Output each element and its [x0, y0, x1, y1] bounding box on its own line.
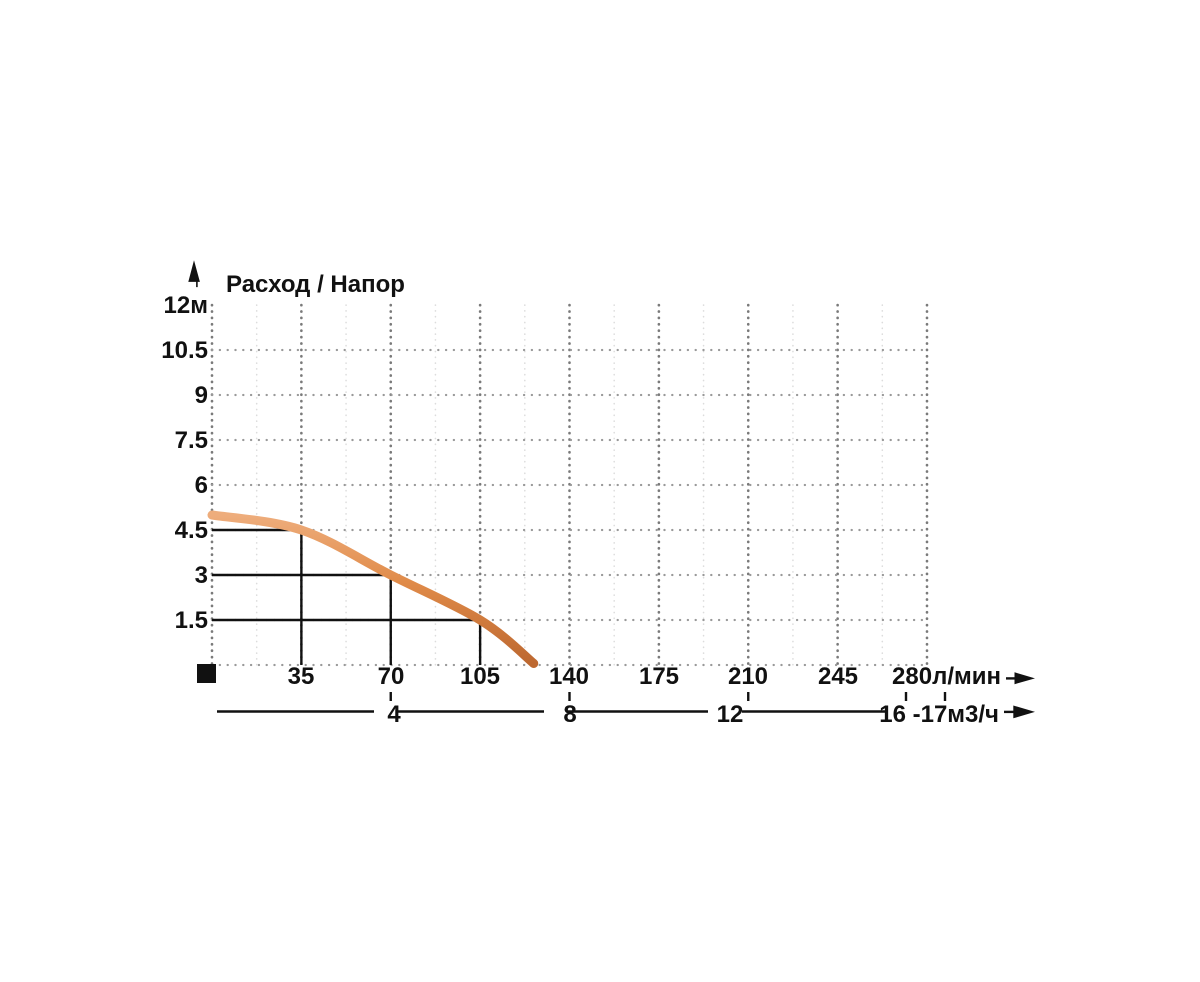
- svg-text:105: 105: [460, 663, 500, 690]
- svg-text:6: 6: [195, 472, 208, 499]
- svg-text:12: 12: [717, 701, 744, 728]
- svg-text:245: 245: [818, 663, 858, 690]
- svg-text:8: 8: [563, 701, 576, 728]
- svg-text:3: 3: [195, 562, 208, 589]
- svg-text:4: 4: [387, 701, 401, 728]
- svg-text:175: 175: [639, 663, 679, 690]
- svg-text:7.5: 7.5: [175, 427, 208, 454]
- svg-text:70: 70: [378, 663, 405, 690]
- svg-text:140: 140: [549, 663, 589, 690]
- svg-text:12м: 12м: [164, 292, 208, 319]
- svg-text:Расход / Напор: Расход / Напор: [226, 271, 405, 298]
- svg-text:16 -17м3/ч: 16 -17м3/ч: [879, 701, 999, 728]
- svg-text:4.5: 4.5: [175, 517, 208, 544]
- svg-text:9: 9: [195, 382, 208, 409]
- svg-text:210: 210: [728, 663, 768, 690]
- svg-text:35: 35: [288, 663, 315, 690]
- svg-text:280л/мин: 280л/мин: [892, 663, 1001, 690]
- svg-text:1.5: 1.5: [175, 607, 208, 634]
- svg-text:10.5: 10.5: [161, 337, 208, 364]
